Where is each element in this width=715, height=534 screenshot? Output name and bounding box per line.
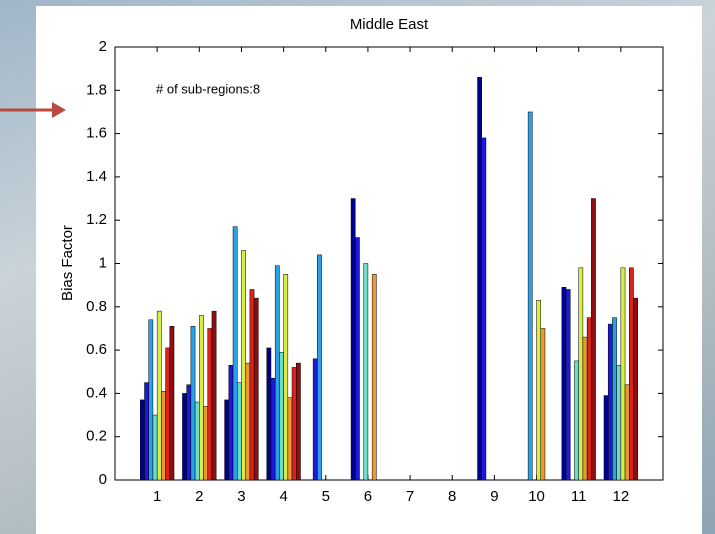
- bar: [607, 323, 613, 481]
- bar: [578, 267, 584, 481]
- bar: [148, 319, 154, 481]
- x-tick-label: 3: [237, 488, 245, 505]
- bar: [232, 226, 238, 481]
- bar: [477, 77, 482, 481]
- y-tick-label: 0.8: [86, 298, 107, 315]
- y-tick-label: 0.6: [86, 341, 107, 358]
- x-tick-label: 2: [195, 488, 203, 505]
- bar: [527, 111, 533, 481]
- bar: [190, 326, 196, 481]
- x-tick-label: 11: [571, 488, 587, 505]
- x-tick-label: 7: [406, 488, 414, 505]
- bar: [296, 362, 301, 481]
- x-tick-label: 10: [528, 488, 545, 505]
- bar: [624, 384, 630, 481]
- bar: [620, 267, 626, 481]
- bar: [224, 399, 230, 481]
- bar: [144, 382, 149, 481]
- bar: [270, 377, 276, 481]
- bar: [291, 367, 297, 481]
- bar: [355, 237, 360, 481]
- bar: [350, 198, 356, 481]
- bar: [161, 390, 166, 481]
- x-tick-label: 4: [279, 488, 287, 505]
- bar: [287, 397, 293, 481]
- bar: [266, 347, 272, 481]
- bar: [481, 137, 487, 481]
- arrow-head: [52, 102, 66, 118]
- bar: [574, 360, 579, 481]
- bar: [186, 384, 192, 481]
- bar: [152, 414, 158, 481]
- bar: [363, 263, 369, 481]
- bar: [371, 274, 377, 481]
- bar: [241, 250, 246, 481]
- y-tick-label: 1.8: [86, 81, 107, 98]
- y-tick-label: 0.4: [86, 384, 107, 401]
- annotation: # of sub-regions:8: [156, 81, 260, 96]
- bar: [194, 401, 200, 481]
- bar: [274, 265, 280, 481]
- bar: [182, 393, 187, 481]
- bar: [203, 406, 208, 481]
- bar: [616, 365, 622, 481]
- y-tick-label: 1.2: [86, 211, 107, 228]
- bar: [169, 326, 175, 481]
- bar: [591, 198, 596, 481]
- bar: [582, 336, 588, 481]
- bar: [536, 300, 542, 481]
- bar: [612, 317, 617, 481]
- bar: [629, 267, 634, 481]
- x-tick-label: 9: [490, 488, 498, 505]
- bar: [279, 352, 284, 481]
- bar: [199, 315, 204, 481]
- bar: [565, 289, 571, 481]
- bar: [283, 274, 289, 481]
- y-tick-label: 0: [99, 471, 107, 488]
- bar: [245, 362, 251, 481]
- y-tick-label: 1: [99, 254, 107, 271]
- bar: [603, 395, 609, 481]
- bar: [228, 365, 234, 481]
- x-tick-label: 8: [448, 488, 456, 505]
- y-tick-label: 1.6: [86, 125, 107, 142]
- x-tick-label: 12: [613, 488, 630, 505]
- chart-title: Middle East: [350, 16, 429, 33]
- bar: [211, 310, 217, 481]
- bar: [249, 289, 255, 481]
- bar: [236, 382, 242, 481]
- bar: [586, 317, 592, 481]
- bar: [312, 358, 318, 481]
- bar: [140, 399, 145, 481]
- bar: [561, 287, 567, 481]
- y-tick-label: 2: [99, 38, 107, 55]
- bar: [317, 254, 322, 481]
- y-axis-label: Bias Factor: [59, 225, 76, 301]
- y-tick-label: 1.4: [86, 168, 107, 185]
- bar: [207, 328, 213, 481]
- x-tick-label: 1: [153, 488, 161, 505]
- x-tick-label: 5: [322, 488, 330, 505]
- bar: [633, 297, 638, 481]
- bar: [253, 297, 259, 481]
- x-tick-label: 6: [364, 488, 372, 505]
- bar: [165, 347, 171, 481]
- bar: [156, 310, 162, 481]
- bar: [540, 328, 546, 481]
- y-tick-label: 0.2: [86, 428, 107, 445]
